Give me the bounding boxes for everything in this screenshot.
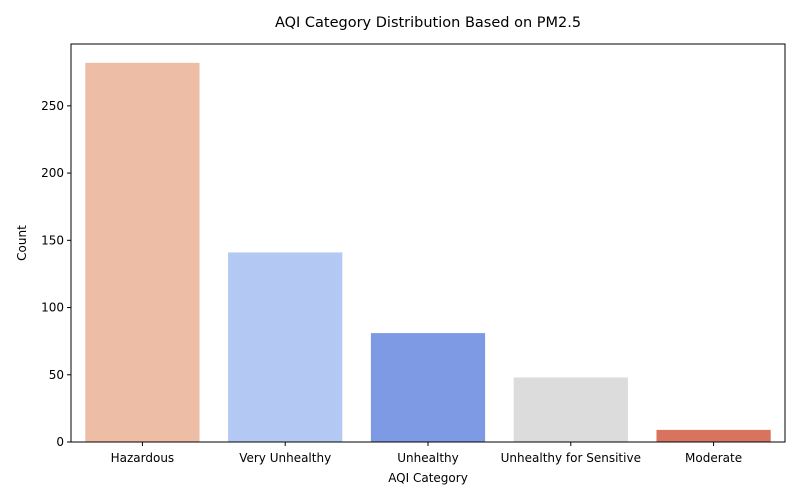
y-tick-label: 50 [49,368,64,382]
bar-hazardous [85,62,200,442]
bars-layer [85,62,771,442]
chart-title: AQI Category Distribution Based on PM2.5 [275,15,581,31]
x-tick-label: Very Unhealthy [239,451,331,465]
y-tick-label: 100 [41,301,64,315]
x-axis-title: AQI Category [388,471,468,485]
y-tick-label: 150 [41,233,64,247]
plot-frame [70,43,786,443]
y-axis-ticks: 0 50 100 150 200 250 [41,99,71,449]
bar-unhealthy-for-sensitive [513,377,628,442]
x-tick-label: Unhealthy [397,451,458,465]
y-tick-label: 250 [41,99,64,113]
x-tick-label: Moderate [685,451,742,465]
x-tick-label: Unhealthy for Sensitive [501,451,641,465]
x-axis-ticks: Hazardous Very Unhealthy Unhealthy Unhealth… [111,442,742,465]
y-tick-label: 200 [41,166,64,180]
y-tick-label: 0 [56,435,64,449]
y-axis-title: Count [15,225,29,261]
bar-unhealthy [370,333,486,442]
x-tick-label: Hazardous [111,451,175,465]
bar-very-unhealthy [228,252,343,442]
bar-moderate [656,429,771,442]
